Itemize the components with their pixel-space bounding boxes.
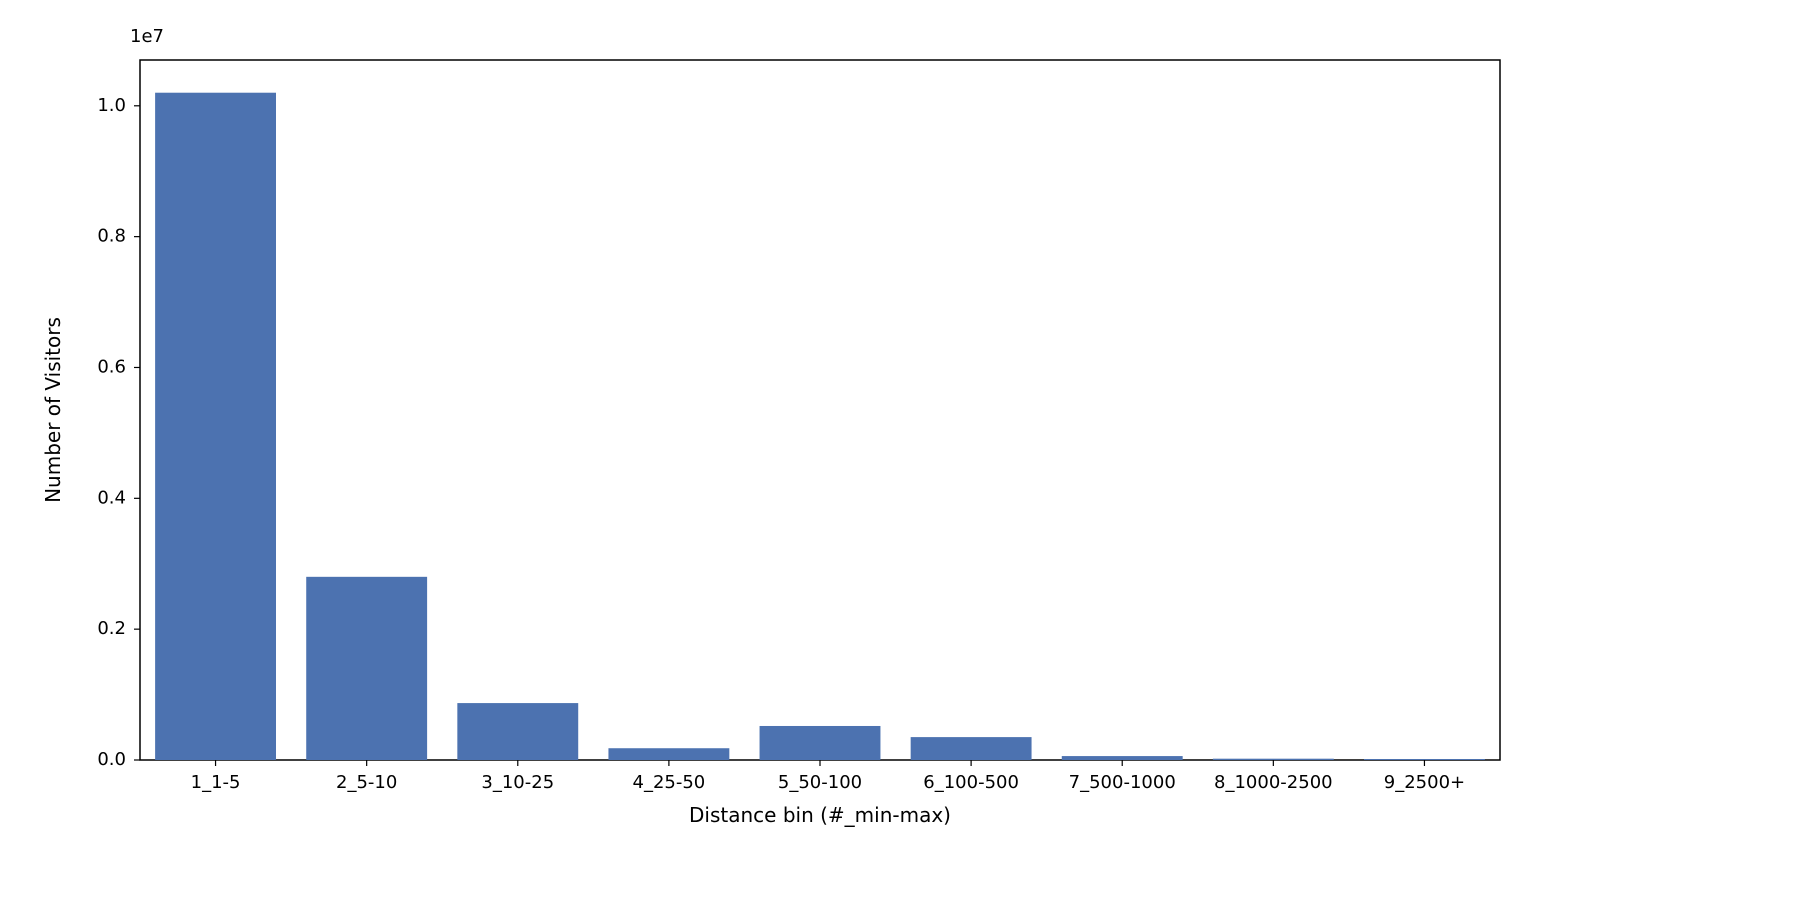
y-tick-label: 1.0 xyxy=(97,95,126,116)
x-tick-label: 3_10-25 xyxy=(481,772,554,793)
y-axis-label: Number of Visitors xyxy=(41,317,65,503)
bar xyxy=(457,703,578,760)
chart-container: 0.0 0.2 0.4 0.6 0.8 1.0 1e7 Number of Visitors 1… xyxy=(0,0,1800,900)
bar xyxy=(760,726,881,760)
y-tick-label: 0.4 xyxy=(97,487,126,508)
y-tick-label: 0.6 xyxy=(97,356,126,377)
y-tick-label: 0.0 xyxy=(97,749,126,770)
x-axis-label: Distance bin (#_min-max) xyxy=(689,803,951,827)
x-tick-label: 8_1000-2500 xyxy=(1214,772,1333,793)
bar xyxy=(1213,759,1334,760)
bar xyxy=(1364,759,1485,760)
x-tick-label: 7_500-1000 xyxy=(1069,772,1176,793)
x-tick-label: 1_1-5 xyxy=(191,772,241,793)
bar xyxy=(155,93,276,760)
y-tick-label: 0.8 xyxy=(97,226,126,247)
x-tick-label: 2_5-10 xyxy=(336,772,397,793)
y-tick-label: 0.2 xyxy=(97,618,126,639)
bar xyxy=(306,577,427,760)
bar xyxy=(608,748,729,760)
x-tick-label: 6_100-500 xyxy=(923,772,1019,793)
x-tick-label: 5_50-100 xyxy=(778,772,862,793)
x-tick-label: 9_2500+ xyxy=(1384,772,1465,793)
bar-chart: 0.0 0.2 0.4 0.6 0.8 1.0 1e7 Number of Visitors 1… xyxy=(0,0,1800,900)
bar xyxy=(1062,756,1183,760)
bar xyxy=(911,737,1032,760)
x-tick-label: 4_25-50 xyxy=(633,772,706,793)
y-offset-text: 1e7 xyxy=(130,26,164,47)
